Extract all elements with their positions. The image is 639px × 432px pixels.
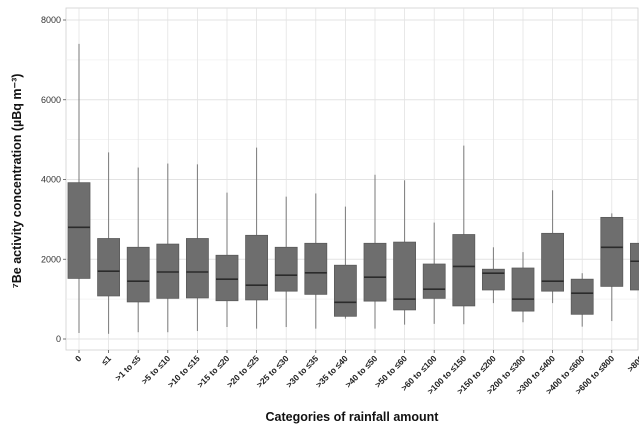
box-iqr (422, 263, 446, 299)
box-iqr (511, 267, 535, 312)
box-iqr (541, 232, 564, 292)
x-tick-label: 0 (73, 353, 84, 364)
box-6 (245, 147, 269, 329)
box-8 (304, 193, 328, 329)
y-tick-label: 4000 (41, 175, 61, 185)
box-iqr (126, 246, 150, 303)
x-tick-label: >1 to ≤5 (113, 353, 143, 383)
box-iqr (215, 254, 239, 302)
box-5 (215, 192, 239, 328)
box-10 (363, 174, 387, 329)
box-iqr (185, 238, 209, 299)
box-iqr (304, 242, 328, 295)
box-3 (156, 163, 180, 333)
box-4 (185, 164, 209, 332)
box-layer (67, 43, 639, 334)
y-tick-label: 2000 (41, 254, 61, 264)
box-11 (393, 180, 417, 325)
y-tick-label: 6000 (41, 95, 61, 105)
box-iqr (333, 264, 357, 317)
box-2 (126, 167, 150, 333)
x-tick-label: >800 (625, 353, 639, 374)
box-iqr (481, 268, 505, 291)
box-1 (97, 152, 120, 334)
y-tick-label: 8000 (41, 15, 61, 25)
y-tick-label: 0 (56, 334, 61, 344)
box-15 (511, 252, 535, 323)
box-16 (541, 190, 564, 304)
box-9 (333, 206, 357, 319)
x-tick-label: ≤1 (99, 353, 113, 367)
x-axis-title: Categories of rainfall amount (266, 410, 440, 424)
box-iqr (600, 216, 624, 287)
box-0 (67, 43, 91, 334)
box-iqr (363, 242, 387, 302)
box-iqr (67, 182, 91, 279)
box-7 (274, 196, 298, 328)
box-18 (600, 213, 624, 322)
y-axis-title: ⁷Be activity concentration (µBq m⁻³) (10, 74, 24, 289)
box-iqr (97, 238, 120, 297)
box-iqr (630, 242, 639, 291)
box-19 (630, 242, 639, 291)
box-14 (481, 247, 505, 304)
box-iqr (570, 278, 594, 315)
box-iqr (274, 246, 298, 292)
box-iqr (393, 241, 417, 311)
box-13 (452, 145, 476, 325)
box-iqr (245, 234, 269, 301)
box-12 (422, 222, 446, 324)
box-17 (570, 273, 594, 327)
box-iqr (452, 234, 476, 307)
